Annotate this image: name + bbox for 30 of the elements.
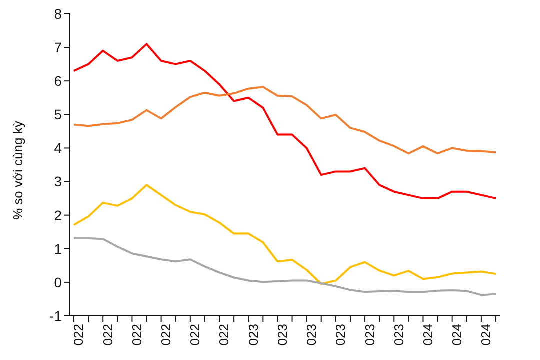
y-tick-label: 0 [54,274,62,290]
x-tick-label: 024 [478,324,494,346]
y-tick-label: 5 [54,106,62,123]
x-tick-label: 022 [100,324,116,346]
x-tick-label: 022 [158,324,174,346]
x-tick-label: 023 [304,324,320,346]
y-axis-title: % so với cùng kỳ [10,120,26,220]
x-tick-label: 024 [450,324,465,346]
x-tick-label: 024 [420,324,436,346]
x-tick-label: 022 [129,324,144,346]
line-series [73,86,497,155]
y-tick-label: 1 [54,240,62,257]
x-tick-label: 023 [362,324,378,346]
y-tick-label: 8 [54,6,62,22]
line-series [73,237,497,296]
x-tick-label: 022 [216,324,232,346]
y-tick-label: 3 [54,174,62,190]
line-series [73,184,497,286]
x-tick-label: 023 [246,324,261,346]
x-tick-label: 023 [333,324,348,346]
x-tick-label: 022 [71,324,86,346]
x-tick-label: 023 [391,324,406,346]
x-tick-label: 022 [188,324,203,346]
x-tick-label: 023 [274,324,290,346]
y-tick-label: -1 [50,308,62,324]
y-tick-label: 4 [54,140,62,156]
y-tick-label: 6 [54,73,62,90]
y-tick-label: 2 [54,207,62,224]
line-series [73,43,497,200]
y-tick-label: 7 [54,40,62,56]
